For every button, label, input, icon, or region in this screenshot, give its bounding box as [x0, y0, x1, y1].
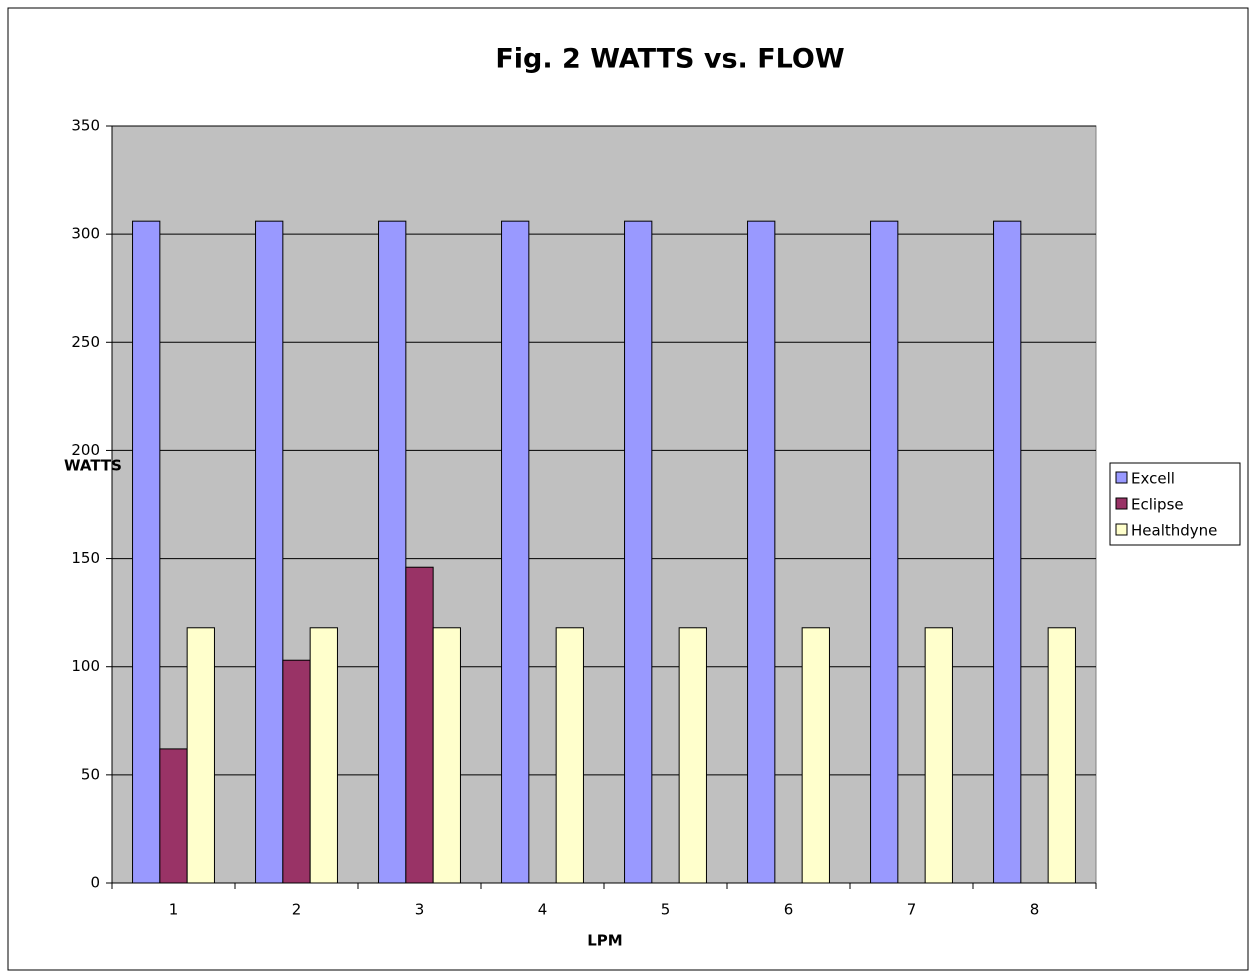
bar: [309, 627, 338, 884]
bar: [282, 659, 311, 884]
chart-title: Fig. 2 WATTS vs. FLOW: [495, 44, 844, 75]
bar: [1047, 627, 1076, 884]
y-tick-label: 250: [71, 333, 100, 351]
y-tick-label: 100: [71, 657, 100, 675]
bar: [993, 220, 1022, 884]
y-tick-label: 200: [71, 441, 100, 459]
x-tick-label: 1: [169, 901, 179, 919]
legend-swatch: [1115, 471, 1128, 484]
legend-swatch: [1115, 523, 1128, 536]
legend-label: Eclipse: [1131, 496, 1184, 514]
y-axis-label: WATTS: [64, 457, 122, 475]
bar: [132, 220, 161, 884]
bar: [747, 220, 776, 884]
x-tick-label: 4: [538, 901, 548, 919]
bar: [378, 220, 407, 884]
bar: [555, 627, 584, 884]
x-tick-label: 2: [292, 901, 302, 919]
bar: [924, 627, 953, 884]
x-tick-label: 7: [907, 901, 917, 919]
legend-swatch: [1115, 497, 1128, 510]
x-tick-label: 8: [1030, 901, 1040, 919]
x-tick-label: 6: [784, 901, 794, 919]
legend-label: Healthdyne: [1131, 522, 1217, 540]
bar: [678, 627, 707, 884]
bar: [255, 220, 284, 884]
bar: [159, 748, 188, 884]
y-tick-label: 0: [90, 874, 100, 892]
legend-label: Excell: [1131, 470, 1175, 488]
bar: [801, 627, 830, 884]
x-tick-label: 3: [415, 901, 425, 919]
legend: [1109, 462, 1241, 546]
y-tick-label: 350: [71, 117, 100, 135]
bar: [624, 220, 653, 884]
bar: [870, 220, 899, 884]
y-tick-label: 300: [71, 225, 100, 243]
bar: [186, 627, 215, 884]
x-tick-label: 5: [661, 901, 671, 919]
y-tick-label: 50: [81, 765, 100, 783]
bar: [501, 220, 530, 884]
x-axis-label: LPM: [587, 932, 622, 950]
bar: [405, 566, 434, 884]
y-tick-label: 150: [71, 549, 100, 567]
bar: [432, 627, 461, 884]
